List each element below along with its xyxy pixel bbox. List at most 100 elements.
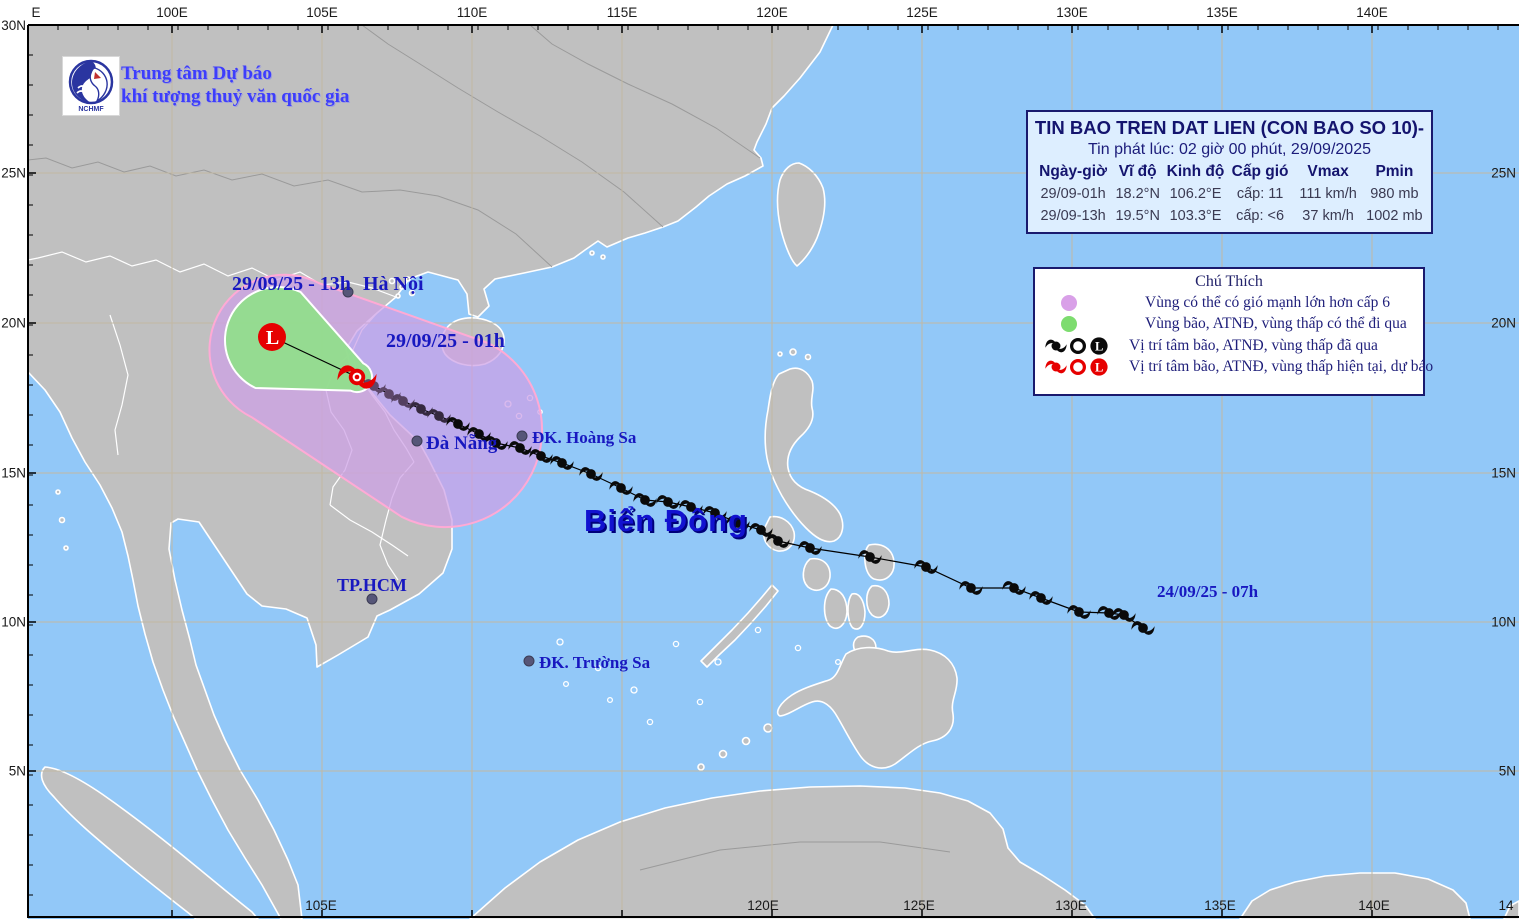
cell: 29/09-13h — [1040, 208, 1106, 224]
place-label: ĐK. Trường Sa — [539, 653, 651, 672]
axis-label-right: 5N — [1499, 764, 1516, 779]
islet — [55, 489, 61, 495]
axis-label-left: 25N — [1, 166, 26, 181]
city-dot — [516, 430, 528, 442]
track-date-label: 29/09/25 - 01h — [386, 330, 505, 352]
islet — [589, 250, 595, 256]
cell: 18.2°N — [1115, 186, 1160, 202]
col-cap-gio: Cấp gió — [1231, 163, 1289, 180]
col-vi-do: Vĩ độ — [1118, 163, 1157, 180]
legend-item-past: L Vị trí tâm bão, ATNĐ, vùng thấp đã qua — [1043, 335, 1415, 357]
axis-label-left: 20N — [1, 316, 26, 331]
cell: 37 km/h — [1302, 208, 1354, 224]
low-letter: L — [266, 327, 279, 349]
forecast-low-marker: L — [258, 323, 286, 351]
axis-label-top-partial: E — [31, 5, 40, 20]
land-taiwan — [776, 162, 826, 267]
place-label: Hà Nội — [363, 273, 424, 295]
axis-label-top: 110E — [457, 5, 488, 20]
islet — [399, 284, 405, 290]
islet — [600, 254, 606, 260]
islet — [777, 351, 783, 357]
purple-area-icon — [1061, 294, 1077, 311]
axis-label-left: 10N — [1, 615, 26, 630]
islet — [408, 289, 416, 297]
storm-markers: L — [258, 323, 1155, 635]
place-labels: Hà Nội Đà Nẵng ĐK. Hoàng Sa TP.HCM ĐK. Trườn… — [232, 273, 1259, 672]
axis-label-top: 135E — [1206, 5, 1238, 20]
bulletin-title: TIN BAO TREN DAT LIEN (CON BAO SO 10)- — [1034, 117, 1425, 138]
typhoon-current-icon — [1045, 360, 1067, 374]
axis-label-right: 25N — [1491, 166, 1516, 181]
col-pmin: Pmin — [1375, 163, 1414, 180]
low-circle — [258, 323, 286, 351]
axis-label-top: 125E — [906, 5, 938, 20]
axis-label-bottom: 135E — [1204, 898, 1236, 913]
place-label: ĐK. Hoàng Sa — [532, 428, 637, 447]
cell: 19.5°N — [1115, 208, 1160, 224]
cell: cấp: <6 — [1236, 208, 1285, 224]
logo-acronym: NCHMF — [78, 106, 104, 113]
svg-text:L: L — [1095, 339, 1103, 353]
place-label: TP.HCM — [337, 575, 407, 595]
track-date-label: 29/09/25 - 13h — [232, 273, 351, 295]
axis-label-top: 105E — [306, 5, 338, 20]
land-luzon — [764, 367, 844, 543]
land-mindanao — [776, 646, 958, 769]
low-past-icon: L — [1090, 337, 1108, 355]
cell: 106.2°E — [1169, 186, 1222, 202]
islet — [405, 276, 411, 282]
legend-box: Chú Thích Vùng có thể có gió mạnh lớn hơ… — [1033, 267, 1433, 396]
axis-label-right: 15N — [1491, 466, 1516, 481]
land-new-guinea — [1239, 872, 1471, 919]
islet — [63, 545, 69, 551]
forecast-cones — [208, 273, 543, 528]
axis-label-bottom: 125E — [903, 898, 935, 913]
axis-label-top: 100E — [156, 5, 188, 20]
land-cebu — [847, 592, 866, 630]
axis-label-top: 120E — [756, 5, 788, 20]
axis-labels: 100E 105E 110E 115E 120E 125E 130E 135E 140E 105E… — [1, 5, 1516, 917]
land-samar — [864, 543, 895, 581]
province-borders — [27, 24, 951, 871]
storm-bulletin-box: TIN BAO TREN DAT LIEN (CON BAO SO 10)- T… — [1026, 110, 1433, 234]
islet — [58, 516, 66, 524]
axis-label-right: 20N — [1491, 316, 1516, 331]
city-dot — [342, 286, 354, 298]
legend-label: Vị trí tâm bão, ATNĐ, vùng thấp đã qua — [1129, 336, 1378, 354]
islet — [741, 736, 751, 746]
depression-current-icon — [1069, 359, 1087, 376]
cell: 111 km/h — [1299, 186, 1357, 202]
bulletin-issued-time: Tin phát lúc: 02 giờ 00 phút, 29/09/2025 — [1088, 141, 1371, 158]
islet — [804, 353, 812, 361]
islet — [789, 348, 797, 356]
axis-label-bottom: 120E — [747, 898, 779, 913]
axis-label-left-partial: 30N — [1, 18, 26, 33]
bulletin-row-current: 29/09-01h 18.2°N 106.2°E cấp: 11 111 km/… — [1034, 184, 1425, 204]
legend-item-current: L Vị trí tâm bão, ATNĐ, vùng thấp hiện t… — [1043, 357, 1433, 379]
org-name-line2: khí tượng thuỷ văn quốc gia — [121, 86, 350, 107]
col-kinh-do: Kinh độ — [1166, 163, 1225, 180]
place-label: Đà Nẵng — [426, 433, 498, 454]
col-ngay-gio: Ngày-giờ — [1039, 163, 1108, 180]
low-current-icon: L — [1090, 358, 1108, 376]
city-dot — [366, 593, 378, 605]
city-dot — [411, 435, 423, 447]
depression-past-icon — [1069, 337, 1087, 354]
sea-name-label: Biển Đông — [584, 503, 748, 538]
legend-title: Chú Thích — [1195, 273, 1263, 290]
land-panay — [802, 557, 831, 591]
legend-item-path-area: Vùng bão, ATNĐ, vùng thấp có thể đi qua — [1043, 314, 1415, 336]
cell: 103.3°E — [1169, 208, 1222, 224]
legend-label: Vùng có thể có gió mạnh lớn hơn cấp 6 — [1145, 293, 1390, 311]
nchmf-logo: NCHMF — [62, 56, 120, 116]
axis-label-bottom: 105E — [305, 898, 337, 913]
axis-label-bottom-partial: 14 — [1498, 898, 1514, 913]
org-name: Trung tâm Dự báo khí tượng thuỷ văn quốc… — [121, 62, 349, 108]
land-palawan — [700, 584, 779, 668]
bulletin-table-header: Ngày-giờ Vĩ độ Kinh độ Cấp gió Vmax Pmin — [1034, 162, 1425, 182]
land-corner-islet — [1503, 900, 1519, 919]
typhoon-past-icon — [1045, 339, 1067, 353]
